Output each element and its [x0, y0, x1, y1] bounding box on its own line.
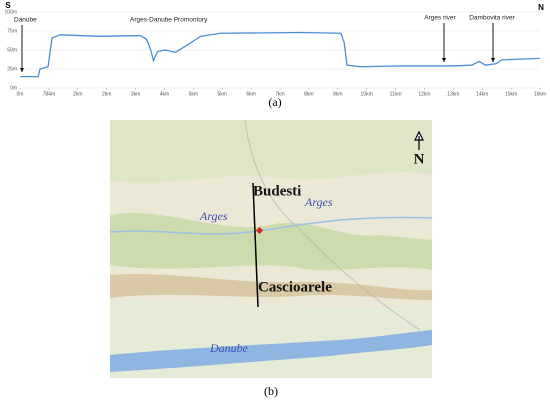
profile-line — [20, 31, 540, 78]
end-label: N — [538, 3, 544, 12]
y-tick-label: 25m — [7, 66, 17, 72]
x-tick-label: 12km — [418, 91, 430, 97]
map-road — [244, 119, 421, 331]
x-tick-label: 5km — [189, 91, 198, 97]
arrow-head — [20, 68, 24, 72]
map: N Budesti Arges Arges Cascioarele Danube — [109, 119, 433, 378]
map-label: Budesti — [253, 183, 301, 199]
x-tick-label: 11km — [390, 91, 402, 97]
north-label: N — [414, 151, 425, 167]
y-tick-label: 100m — [4, 9, 17, 15]
map-label: Arges — [199, 209, 228, 223]
x-tick-label: 7km — [275, 91, 284, 97]
annotation: Arges-Danube Promontory — [130, 17, 208, 24]
y-tick-label: 0m — [10, 85, 17, 91]
x-tick-label: 9km — [333, 91, 342, 97]
x-tick-label: 10km — [361, 91, 373, 97]
x-tick-label: 4km — [160, 91, 169, 97]
y-tick-label: 50m — [7, 47, 17, 53]
chart: 0m 25m 50m 75m 100m 0m 784m 2km 2km 3km 4km 5km 5km 6… — [4, 9, 546, 97]
x-tick-label: 0m — [17, 91, 24, 97]
map-terrain — [110, 212, 432, 271]
map-label: Danube — [209, 341, 249, 355]
x-tick-label: 15km — [505, 91, 517, 97]
map-label: Arges — [304, 195, 333, 209]
annotation: Arges river — [424, 15, 456, 22]
x-tick-label: 2km — [73, 91, 82, 97]
x-tick-label: 2km — [102, 91, 111, 97]
map-terrain — [110, 120, 432, 183]
x-tick-label: 5km — [217, 91, 226, 97]
map-river — [109, 216, 433, 235]
map-label: Cascioarele — [258, 279, 332, 295]
x-tick-label: 13km — [447, 91, 459, 97]
arrow-head — [442, 58, 446, 62]
panel-label: (a) — [268, 95, 281, 109]
annotation: Danube — [14, 17, 37, 24]
x-tick-label: 16km — [534, 91, 546, 97]
x-tick-label: 3km — [131, 91, 140, 97]
annotation: Dambovita river — [469, 15, 515, 22]
x-tick-label: 14km — [476, 91, 488, 97]
map-river — [110, 330, 432, 372]
map-terrain — [110, 273, 432, 300]
site-marker — [255, 226, 264, 235]
x-tick-label: 784m — [43, 91, 56, 97]
north-arrow — [414, 130, 424, 150]
x-tick-label: 6km — [246, 91, 255, 97]
x-tick-label: 8km — [304, 91, 313, 97]
panel-label: (b) — [264, 384, 278, 398]
arrow-head — [491, 58, 495, 62]
profile-line — [252, 182, 259, 308]
start-label: S — [5, 1, 11, 10]
y-tick-label: 75m — [7, 28, 17, 34]
